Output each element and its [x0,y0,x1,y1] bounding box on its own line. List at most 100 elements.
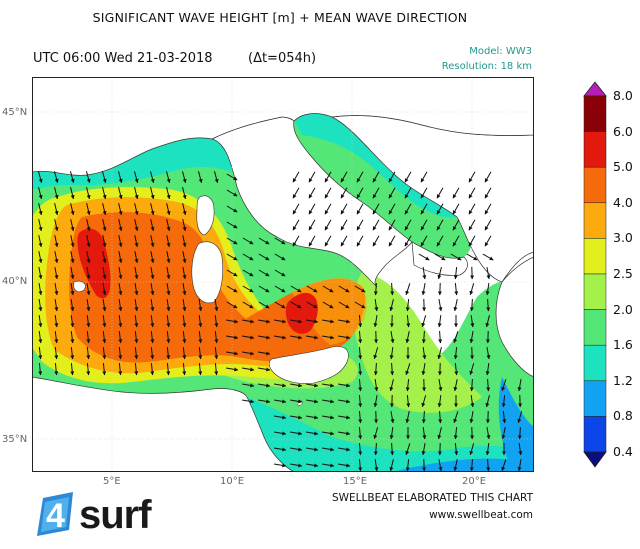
wave-direction-arrow [453,379,458,392]
wave-direction-arrow [86,187,91,200]
wave-direction-arrow [404,203,412,215]
wave-direction-arrow [468,187,476,199]
wave-direction-arrow [274,447,287,452]
wave-direction-arrow [306,319,319,324]
wave-direction-arrow [70,298,75,312]
wave-direction-arrow [134,298,139,312]
wave-direction-arrow [452,187,460,199]
wave-direction-arrow [388,187,396,199]
wave-direction-arrow [438,459,443,472]
wave-direction-arrow [358,442,363,456]
wave-direction-arrow [102,346,107,360]
wave-direction-arrow [358,410,363,424]
wave-direction-arrow [134,203,139,216]
wave-direction-arrow [242,285,254,293]
wave-direction-arrow [70,346,75,360]
wave-direction-arrow [338,447,351,452]
colorbar [583,81,607,468]
wave-direction-arrow [226,351,239,356]
wave-direction-arrow [405,458,410,472]
wave-direction-arrow [86,267,91,280]
wave-direction-arrow [422,266,427,280]
wave-direction-arrow [322,463,335,468]
wave-direction-arrow [85,171,91,184]
wave-direction-arrow [258,367,271,372]
wave-direction-arrow [258,335,271,340]
wave-direction-arrow [437,314,442,328]
wave-direction-arrow [373,347,379,360]
colorbar-tick-label: 1.2 [613,372,633,388]
wave-direction-arrow [166,251,171,264]
wave-direction-arrow [418,253,430,261]
wave-direction-arrow [86,298,91,312]
wave-direction-arrow [214,298,219,312]
wave-direction-arrow [404,219,412,231]
wave-direction-arrow [226,285,238,293]
wave-direction-arrow [322,447,335,452]
colorbar-band [583,202,607,239]
wave-direction-arrow [517,411,523,424]
wave-direction-arrow [405,283,411,296]
wave-direction-arrow [373,362,378,376]
wave-direction-arrow [86,219,91,232]
wave-direction-arrow [242,319,255,324]
wave-direction-arrow [86,282,91,296]
island-balearic [73,280,86,293]
wave-direction-arrow [324,203,332,215]
wave-direction-arrow [389,346,394,360]
wave-direction-arrow [182,235,187,248]
colorbar-band [583,380,607,417]
wave-direction-arrow [274,237,286,245]
coastal-band-south [232,397,534,472]
wave-direction-arrow [482,253,494,261]
land-france [32,77,534,176]
wave-direction-arrow [390,331,395,344]
wave-direction-arrow [308,187,316,199]
wave-direction-arrow [118,235,123,248]
wave-direction-arrow [372,203,380,215]
wave-direction-arrow [290,415,303,420]
wave-direction-arrow [468,235,476,247]
wave-direction-arrow [438,379,443,392]
wave-direction-arrow [292,219,300,231]
wave-direction-arrow [150,219,155,232]
wave-direction-arrow [340,219,348,231]
land-italy-heel [411,241,468,276]
wave-direction-arrow [54,362,59,376]
wave-direction-arrow [258,319,271,324]
wave-direction-arrow [242,237,254,245]
wave-direction-arrow [197,171,203,184]
wave-direction-arrow [358,314,363,328]
wave-direction-arrow [198,298,203,312]
wave-direction-arrow [274,285,286,293]
wave-direction-arrow [322,301,334,309]
wave-direction-arrow [469,458,474,472]
wave-direction-arrow [134,346,139,360]
wave-direction-arrow [226,221,238,229]
credit-line: SWELLBEAT ELABORATED THIS CHART [331,492,533,504]
wave-direction-arrow [518,442,523,456]
wave-direction-arrow [38,282,43,296]
wave-direction-arrow [437,347,442,360]
wave-direction-arrow [389,379,394,392]
wave-direction-arrow [38,314,43,328]
land-greece [495,256,534,378]
wave-direction-arrow [134,219,139,232]
wave-direction-arrow [388,203,396,215]
wave-direction-arrow [226,301,238,309]
wave-direction-arrow [258,237,270,245]
wave-direction-arrow [226,335,239,340]
wave-direction-arrow [54,282,59,296]
wave-direction-arrow [70,362,75,376]
wave-direction-arrow [38,219,43,232]
wave-direction-arrow [454,362,459,376]
wave-direction-arrow [274,319,287,324]
wave-direction-arrow [486,378,491,392]
wave-direction-arrow [134,314,139,328]
wave-direction-arrow [322,415,335,420]
wave-direction-arrow [86,346,91,360]
wave-direction-arrow [242,367,255,372]
wave-direction-arrow [390,442,395,456]
wave-direction-arrow [258,285,270,293]
wave-direction-arrow [324,187,332,199]
